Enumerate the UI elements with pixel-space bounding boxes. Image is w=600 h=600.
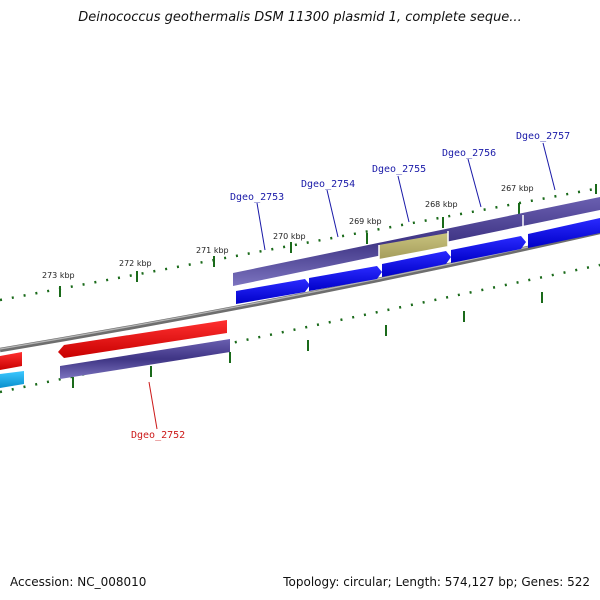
gene-label-dgeo-2755[interactable]: Dgeo_2755 [372,164,426,175]
genes-label: Genes: [521,575,568,589]
gene-label-dgeo-2757[interactable]: Dgeo_2757 [516,131,570,142]
gene-label-dgeo-2753[interactable]: Dgeo_2753 [230,192,284,203]
ruler-label-268: 268 kbp [425,200,458,209]
cds-arrow-dgeo-2757[interactable] [528,218,600,248]
separator: ; [513,575,522,589]
cds-arrow-dgeo-2756[interactable] [451,236,526,263]
accession-value: NC_008010 [77,575,147,589]
accession-label: Accession: [10,575,78,589]
cds-arrow-dgeo-2755[interactable] [382,251,451,277]
length-label: Length: [395,575,445,589]
reverse-gene-partial[interactable] [0,352,22,370]
cds-arrow-dgeo-2754[interactable] [309,266,382,291]
ruler-label-273: 273 kbp [42,271,75,280]
label-line-dgeo-2755 [397,175,410,223]
ruler-label-267: 267 kbp [501,184,534,193]
topology-info: Topology: circular; Length: 574,127 bp; … [283,575,590,589]
topology-label: Topology: [283,575,344,589]
gene-highlight-dgeo-2755[interactable] [379,233,448,259]
topology-value: circular [343,575,388,589]
gene-label-dgeo-2754[interactable]: Dgeo_2754 [301,179,355,190]
ruler-label-270: 270 kbp [273,232,306,241]
length-value: 574,127 bp [444,575,514,589]
map-title: Deinococcus geothermalis DSM 11300 plasm… [78,10,522,25]
cyan-gene-partial[interactable] [0,371,24,388]
label-line-dgeo-2757 [542,142,556,191]
separator: ; [387,575,396,589]
ruler-label-272: 272 kbp [119,259,152,268]
gene-label-dgeo-2756[interactable]: Dgeo_2756 [442,148,496,159]
gene-label-dgeo-2752[interactable]: Dgeo_2752 [131,430,185,441]
label-line-dgeo-2754 [326,189,339,238]
label-line-dgeo-2756 [467,158,482,208]
accession-info: Accession: NC_008010 [10,575,146,589]
label-line-dgeo-2752 [148,381,158,430]
genome-backbone [0,229,600,353]
ruler-major-ticks-lower [72,292,543,388]
ruler-label-271: 271 kbp [196,246,229,255]
reverse-gene-dgeo-2752[interactable] [58,320,227,358]
ruler-label-269: 269 kbp [349,217,382,226]
ruler-major-ticks-upper [59,184,597,297]
label-line-dgeo-2753 [256,202,266,251]
genes-value: 522 [567,575,590,589]
cds-arrow-dgeo-2753[interactable] [236,279,310,304]
gene-track-bar-lower[interactable] [60,339,230,379]
